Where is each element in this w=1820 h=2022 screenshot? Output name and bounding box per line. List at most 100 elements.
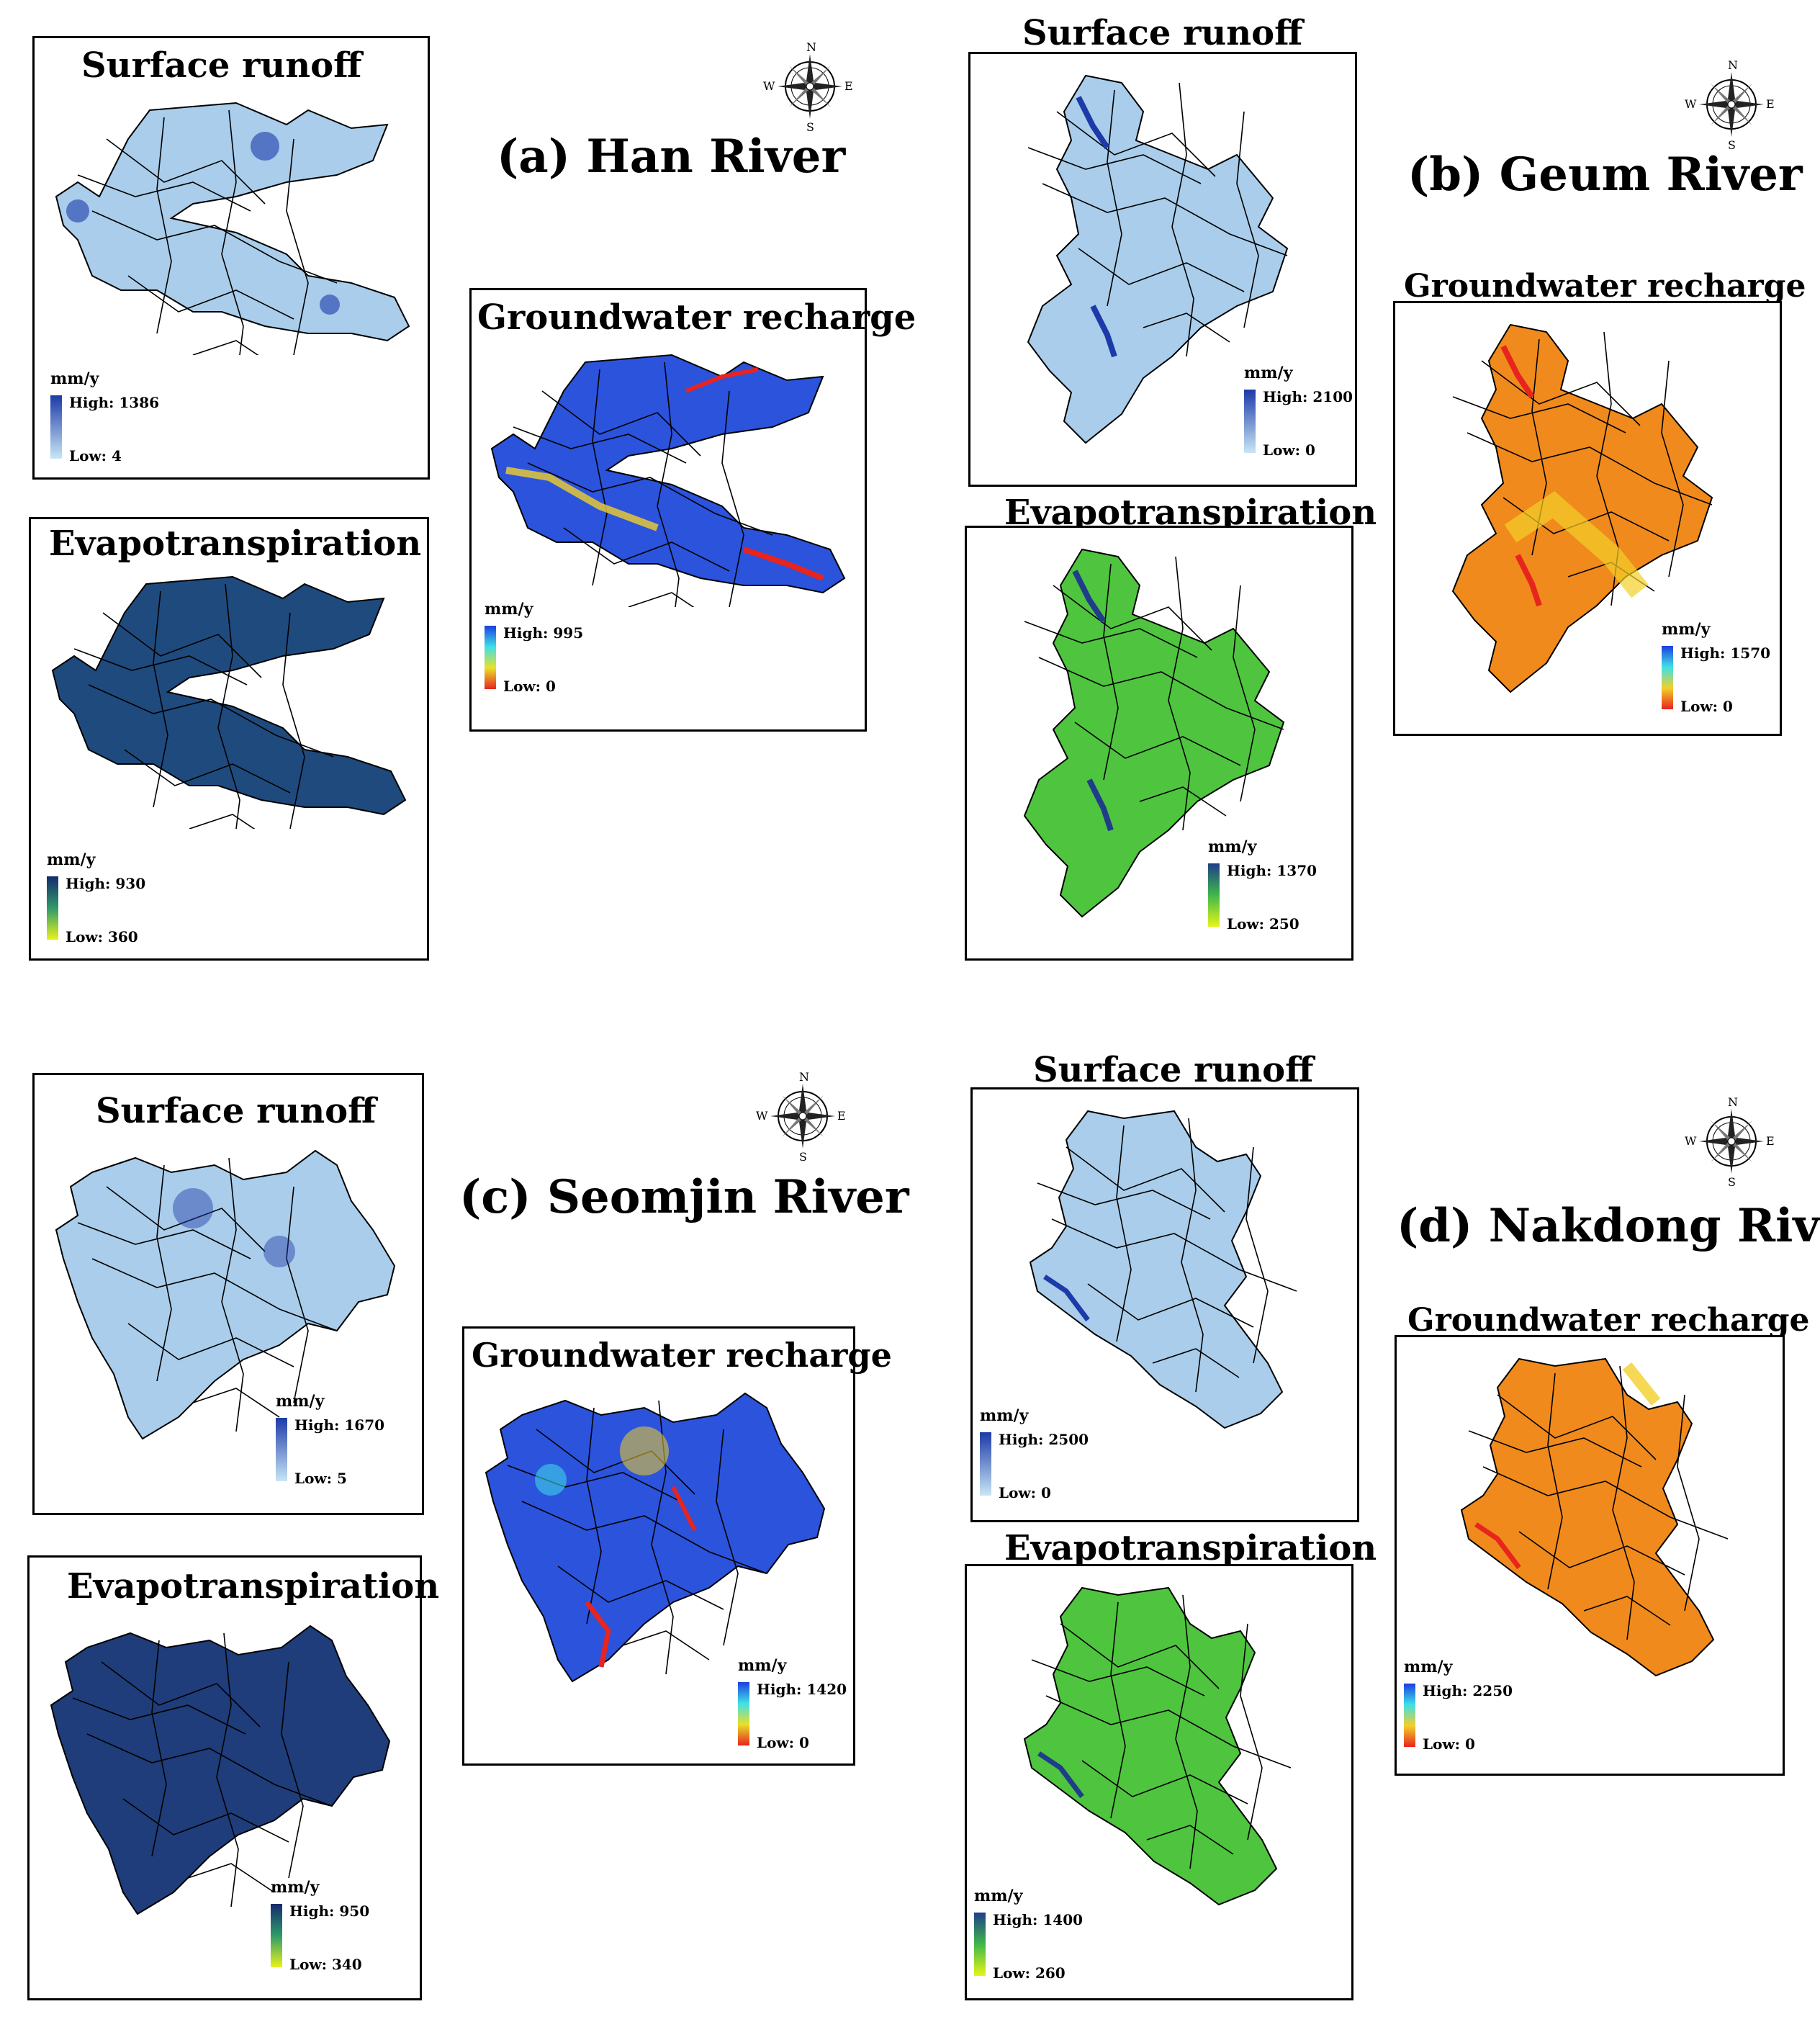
legend-unit: mm/y: [485, 600, 533, 619]
legend-unit: mm/y: [271, 1878, 320, 1897]
nakdong-surface-runoff-map: [1030, 1110, 1297, 1429]
legend-color-ramp: [1662, 646, 1673, 709]
legend-unit: mm/y: [1244, 364, 1293, 382]
legend-color-ramp: [485, 626, 496, 689]
panel-title: Groundwater recharge: [477, 297, 916, 338]
legend-low: Low: 0: [1680, 698, 1733, 715]
legend-high: High: 1386: [69, 394, 160, 411]
nakdong-surface-runoff-panel: mm/y High: 2500 Low: 0: [970, 1087, 1359, 1522]
han-evapotranspiration-map: [52, 576, 406, 829]
compass-letter-w: W: [763, 79, 775, 93]
nakdong-groundwater-recharge-panel: mm/y High: 2250 Low: 0: [1395, 1335, 1785, 1776]
legend-color-ramp: [1404, 1684, 1415, 1747]
han-evapotranspiration-panel: Evapotranspiration mm/y High: 930 Low: 3…: [29, 517, 429, 961]
legend-low: Low: 5: [294, 1470, 347, 1487]
legend-low: Low: 0: [999, 1484, 1051, 1501]
seomjin-surface-runoff-legend: mm/y High: 1670 Low: 5: [276, 1392, 420, 1493]
geum-groundwater-recharge-title: Groundwater recharge: [1404, 268, 1806, 305]
seomjin-evapotranspiration-legend: mm/y High: 950 Low: 340: [271, 1878, 415, 1979]
legend-color-ramp: [271, 1904, 282, 1967]
legend-unit: mm/y: [47, 850, 96, 869]
river-title-seomjin: (c) Seomjin River: [459, 1170, 909, 1224]
legend-color-ramp: [738, 1682, 749, 1745]
legend-color-ramp: [276, 1418, 287, 1481]
legend-low: Low: 0: [1263, 441, 1315, 459]
panel-title: Evapotranspiration: [49, 524, 422, 564]
seomjin-surface-runoff-panel: Surface runoff mm/y High: 1670 Low: 5: [32, 1073, 424, 1515]
seomjin-evapotranspiration-panel: Evapotranspiration mm/y High: 950 Low: 3…: [27, 1555, 439, 2000]
nakdong-evapotranspiration-legend: mm/y High: 1400 Low: 260: [974, 1887, 1132, 1987]
legend-low: Low: 0: [757, 1734, 809, 1751]
han-groundwater-recharge-panel: Groundwater recharge mm/y High: 995 Low:…: [469, 288, 916, 732]
legend-high: High: 995: [503, 624, 584, 642]
compass-letter-e: E: [837, 1109, 846, 1123]
nakdong-surface-runoff-title: Surface runoff: [1033, 1050, 1314, 1090]
compass-rose-icon: N S E W: [1685, 58, 1778, 152]
panel-title: Groundwater recharge: [472, 1336, 892, 1375]
legend-color-ramp: [1244, 390, 1256, 453]
compass-letter-n: N: [1728, 58, 1738, 72]
geum-evapotranspiration-panel: mm/y High: 1370 Low: 250: [965, 526, 1353, 961]
han-surface-runoff-legend: mm/y High: 1386 Low: 4: [50, 369, 209, 470]
river-title-geum: (b) Geum River: [1407, 148, 1803, 202]
legend-unit: mm/y: [1208, 837, 1257, 856]
legend-high: High: 1370: [1227, 862, 1317, 879]
legend-high: High: 1400: [993, 1911, 1084, 1928]
geum-surface-runoff-title: Surface runoff: [1022, 13, 1303, 53]
han-surface-runoff-map: [55, 102, 410, 355]
han-groundwater-recharge-legend: mm/y High: 995 Low: 0: [485, 600, 643, 701]
legend-low: Low: 4: [69, 447, 122, 464]
nakdong-evapotranspiration-panel: mm/y High: 1400 Low: 260: [965, 1564, 1353, 2000]
legend-unit: mm/y: [738, 1656, 787, 1675]
nakdong-groundwater-recharge-legend: mm/y High: 2250 Low: 0: [1404, 1658, 1562, 1758]
geum-groundwater-recharge-panel: mm/y High: 1570 Low: 0: [1393, 301, 1782, 736]
nakdong-evapotranspiration-map: [1024, 1587, 1292, 1905]
legend-high: High: 930: [66, 875, 146, 892]
legend-color-ramp: [980, 1432, 991, 1496]
legend-unit: mm/y: [974, 1887, 1023, 1905]
legend-unit: mm/y: [1404, 1658, 1453, 1676]
compass-letter-w: W: [1685, 97, 1697, 111]
legend-low: Low: 340: [289, 1956, 362, 1973]
compass-letter-s: S: [1728, 1175, 1736, 1188]
legend-low: Low: 250: [1227, 915, 1299, 933]
compass-letter-s: S: [806, 120, 814, 133]
geum-groundwater-recharge-map: [1452, 324, 1713, 693]
legend-low: Low: 260: [993, 1964, 1066, 1982]
compass-rose-icon: N S E W: [756, 1069, 850, 1164]
geum-surface-runoff-map: [1027, 75, 1288, 444]
compass-letter-e: E: [844, 79, 853, 93]
panel-title: Surface runoff: [96, 1091, 377, 1131]
legend-high: High: 1420: [757, 1681, 847, 1698]
legend-unit: mm/y: [980, 1406, 1029, 1425]
compass-letter-n: N: [806, 40, 816, 54]
seomjin-evapotranspiration-map: [50, 1625, 390, 1915]
seomjin-groundwater-recharge-legend: mm/y High: 1420 Low: 0: [738, 1656, 853, 1757]
legend-high: High: 1570: [1680, 644, 1771, 662]
compass-letter-w: W: [1685, 1134, 1697, 1148]
compass-letter-n: N: [1728, 1095, 1738, 1109]
han-evapotranspiration-legend: mm/y High: 930 Low: 360: [47, 850, 205, 951]
compass-letter-s: S: [1728, 138, 1736, 151]
legend-unit: mm/y: [50, 369, 99, 388]
legend-color-ramp: [50, 395, 62, 459]
seomjin-surface-runoff-map: [55, 1150, 395, 1439]
geum-groundwater-recharge-legend: mm/y High: 1570 Low: 0: [1662, 620, 1777, 721]
legend-low: Low: 360: [66, 928, 138, 945]
panel-title: Surface runoff: [81, 45, 362, 86]
geum-surface-runoff-legend: mm/y High: 2100 Low: 0: [1244, 364, 1353, 464]
seomjin-groundwater-recharge-map: [485, 1393, 825, 1682]
legend-color-ramp: [974, 1913, 986, 1976]
nakdong-evapotranspiration-title: Evapotranspiration: [1004, 1528, 1377, 1568]
nakdong-groundwater-recharge-map: [1461, 1358, 1729, 1676]
geum-evapotranspiration-map: [1024, 549, 1284, 917]
legend-high: High: 2100: [1263, 388, 1353, 405]
geum-surface-runoff-panel: mm/y High: 2100 Low: 0: [968, 52, 1357, 487]
legend-color-ramp: [1208, 863, 1220, 927]
legend-color-ramp: [47, 876, 58, 940]
legend-unit: mm/y: [276, 1392, 325, 1411]
compass-letter-e: E: [1766, 1134, 1775, 1148]
compass-letter-s: S: [799, 1150, 807, 1163]
compass-rose-icon: N S E W: [763, 40, 857, 134]
legend-low: Low: 0: [1423, 1735, 1475, 1753]
